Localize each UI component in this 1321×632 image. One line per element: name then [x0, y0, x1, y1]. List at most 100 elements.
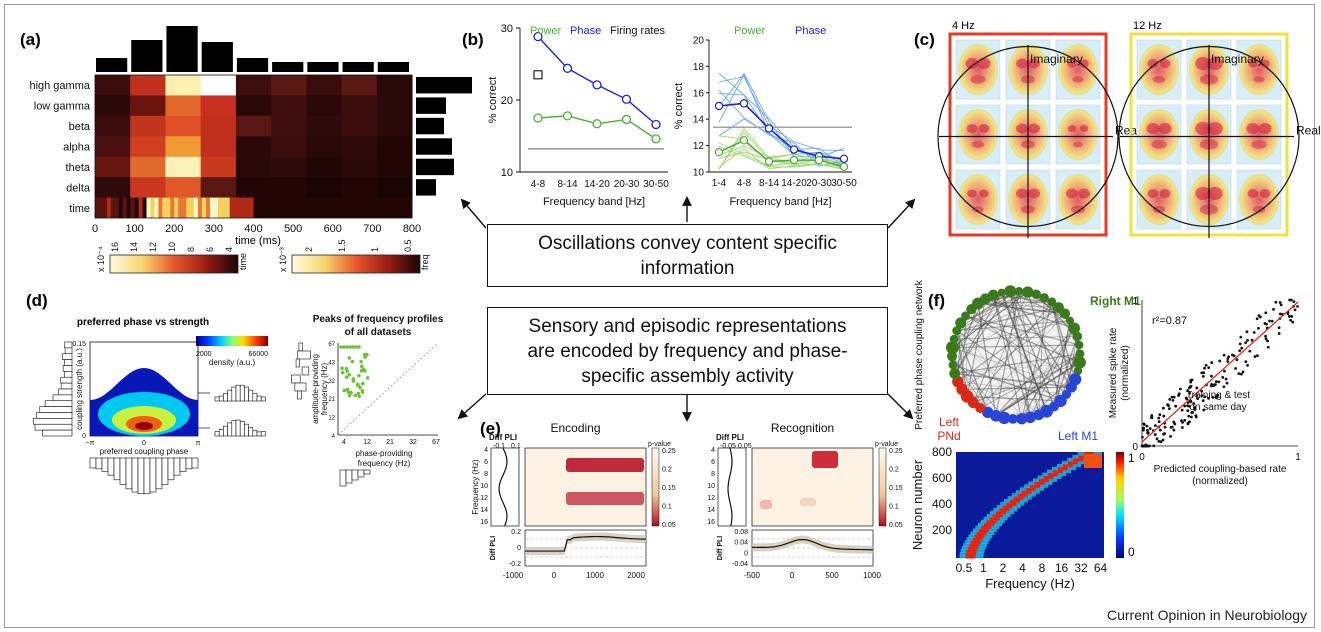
top-marginal-bar	[166, 26, 198, 72]
phase-mini-histogram-bar	[256, 395, 262, 402]
panel-d-label: (d)	[26, 291, 48, 310]
scatter-marginal-bar	[339, 469, 347, 487]
heatmap-cell	[95, 75, 131, 96]
face-hotspot	[1195, 122, 1211, 135]
coupling-edge	[952, 320, 1071, 348]
phase-mini-histogram-bar	[248, 427, 254, 437]
scatter-point	[1248, 349, 1252, 353]
time-stripe	[352, 197, 358, 218]
data-point-power	[814, 155, 824, 165]
colorbar-tick: 16	[110, 242, 120, 252]
panel-a-colorbar-freq	[291, 254, 421, 274]
phase-mini-histogram-bar	[227, 389, 233, 402]
x-tick-label: 8-14	[759, 178, 779, 189]
time-course-x-tick: -500	[744, 571, 761, 580]
coupling-edge	[954, 336, 1078, 340]
data-point-power	[562, 111, 573, 121]
panel-c-title-4hz: 4 Hz	[952, 20, 975, 32]
coupling-edge	[971, 308, 1067, 395]
scatter-point	[1266, 339, 1269, 343]
time-stripe	[396, 197, 401, 218]
frequency-peak	[976, 531, 987, 535]
time-course-y-tick: 0.2	[511, 529, 521, 536]
network-node	[1016, 413, 1028, 425]
data-point-phase	[764, 124, 774, 133]
time-stripe	[249, 197, 254, 218]
coupling-edge	[1021, 301, 1053, 419]
scatter-x-tick: 32	[409, 439, 417, 446]
scatter-point	[1252, 331, 1256, 334]
colorbar-tick: 12	[148, 242, 158, 252]
right-marginal-bar	[416, 97, 446, 114]
time-stripe	[340, 197, 346, 218]
colorbar-tick: 8	[186, 247, 196, 252]
diff-pli-frame	[490, 447, 520, 527]
diff-pli-label: Diff PLI	[489, 433, 517, 442]
coupling-edge	[961, 386, 1072, 391]
heatmap-cell	[165, 95, 202, 117]
scatter-point	[1194, 414, 1198, 417]
phase-mini-histogram-bar	[244, 423, 249, 437]
strength-histogram-bar	[34, 423, 73, 431]
real-axis-label: Real	[1296, 124, 1321, 138]
phase-histogram-bar	[107, 457, 115, 476]
time-stripe	[205, 197, 211, 218]
phase-mini-histogram-bar	[260, 431, 266, 437]
scatter-point	[357, 345, 361, 349]
time-stripe	[126, 197, 132, 218]
time-stripe	[201, 197, 207, 218]
frequency-peak	[965, 552, 976, 556]
scatter-y-tick: 21	[328, 397, 335, 403]
network-node	[1047, 297, 1057, 307]
significance-blob	[812, 451, 838, 468]
phase-mini-histogram-bar	[231, 386, 237, 402]
coupling-edge	[1010, 291, 1039, 415]
scatter-point	[361, 381, 365, 386]
coupling-edge	[952, 347, 1072, 388]
time-course-x-tick: 0	[790, 571, 795, 580]
face-hotspot	[1195, 57, 1211, 70]
scatter-point	[1174, 404, 1178, 408]
x-tick-label: 500	[284, 223, 302, 235]
scatter-point	[363, 369, 367, 373]
coupling-edge	[967, 395, 1061, 402]
scatter-point	[1162, 414, 1166, 418]
phase-histogram-bar	[161, 457, 169, 485]
coupling-edge	[979, 313, 1066, 409]
right-marginal-bar	[416, 179, 436, 196]
scatter-point	[1193, 408, 1197, 412]
phase-subject-trace	[718, 118, 845, 162]
coupling-edge	[952, 297, 1045, 366]
coupling-edge	[995, 361, 1080, 417]
time-stripe	[102, 197, 108, 218]
phase-mini-histogram-bar	[227, 422, 233, 437]
coupling-edge	[956, 320, 1071, 332]
heatmap-x-tick: 4	[1019, 561, 1026, 575]
significance-blob	[566, 492, 644, 505]
phase-histogram-bar	[113, 457, 121, 481]
face-image	[1239, 108, 1279, 161]
scatter-point	[1187, 414, 1191, 418]
scatter-point	[1189, 379, 1193, 382]
scatter-marginal-bar	[297, 390, 302, 400]
face-hotspot	[1195, 187, 1211, 200]
heatmap-cell	[341, 115, 378, 137]
face-hotspot	[1247, 189, 1259, 198]
coupling-edge	[1000, 292, 1048, 412]
scatter-point	[347, 393, 352, 398]
face-image	[1058, 173, 1098, 226]
arrow-to-c	[887, 198, 916, 229]
y-tick-label: 16	[693, 88, 705, 99]
time-stripe	[241, 197, 247, 218]
panel-a-right-marginal-bars	[416, 77, 472, 196]
scatter-point	[1250, 338, 1254, 342]
scatter-point	[1240, 346, 1244, 350]
coupling-edge	[956, 294, 1037, 331]
scatter-y-tick: 4	[332, 434, 336, 440]
heatmap-cell	[235, 156, 272, 178]
scatter-point	[1237, 372, 1241, 376]
scatter-point	[1201, 374, 1205, 378]
heatmap-y-label: Neuron number	[910, 459, 925, 550]
time-stripe	[344, 197, 350, 218]
time-course-y-tick: -0.04	[732, 561, 748, 568]
